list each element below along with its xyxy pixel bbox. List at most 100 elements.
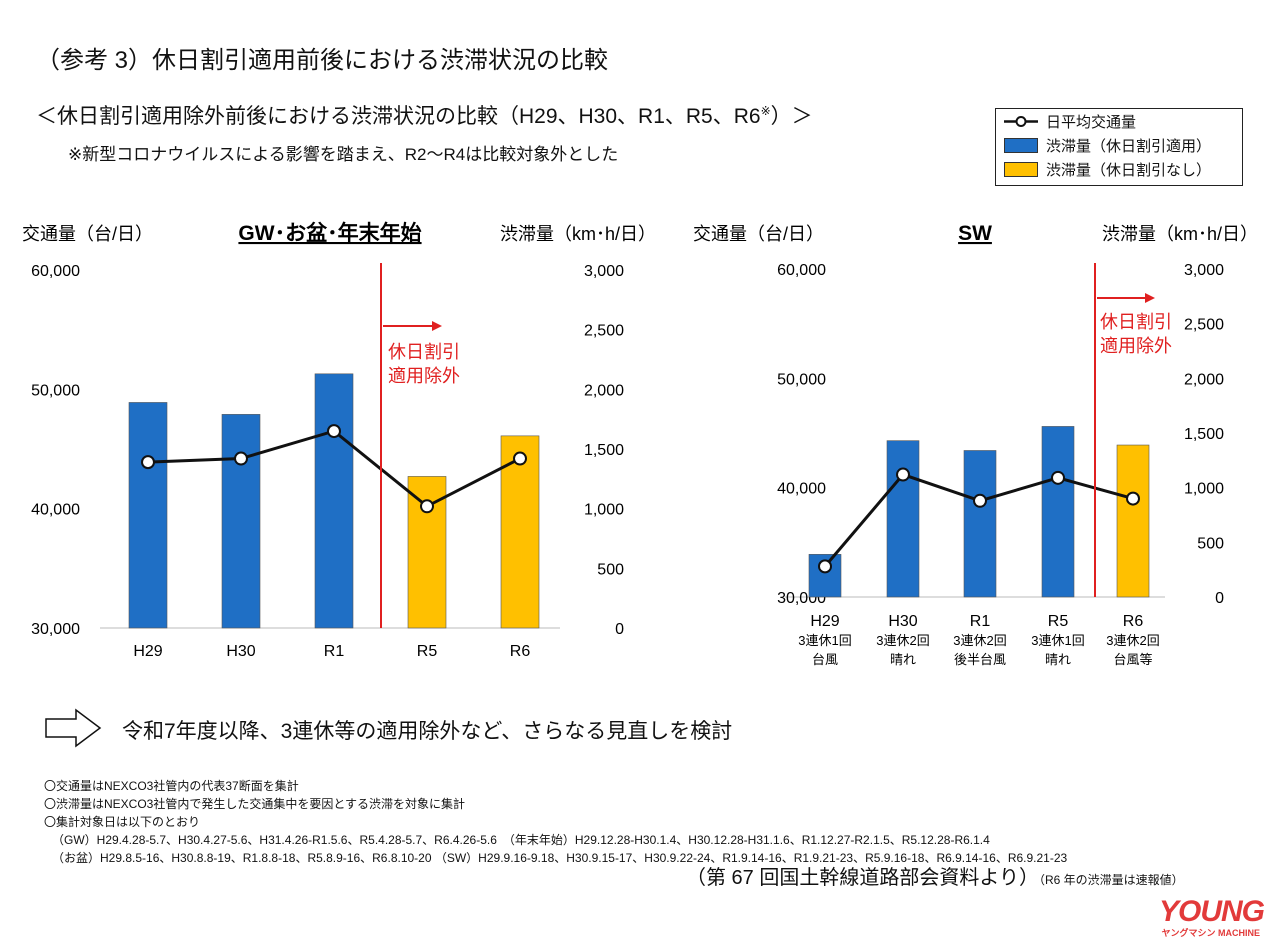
footnote: 〇渋滞量はNEXCO3社管内で発生した交通集中を要因とする渋滞を対象に集計 xyxy=(44,797,465,811)
subtitle-mark: ※ xyxy=(760,104,771,118)
legend-item-applied: 渋滞量（休日割引適用） xyxy=(996,133,1242,157)
x-tick-label: H29 xyxy=(133,643,162,660)
x-tick-sublabel: 3連休1回 xyxy=(798,633,851,648)
y-tick-right: 0 xyxy=(615,621,624,638)
traffic-point xyxy=(1126,491,1140,506)
legend-swatch-yellow xyxy=(1004,161,1038,177)
x-tick-label: R1 xyxy=(970,613,991,630)
x-tick-label: R6 xyxy=(510,643,531,660)
traffic-point xyxy=(818,559,832,574)
y-tick-right: 1,000 xyxy=(1184,481,1224,498)
congestion-bar xyxy=(963,450,997,598)
congestion-bar xyxy=(221,414,261,629)
footnote: （GW）H29.4.28-5.7、H30.4.27-5.6、H31.4.26-R… xyxy=(52,833,990,847)
y-tick-left: 60,000 xyxy=(31,263,80,280)
footnote: 〇交通量はNEXCO3社管内の代表37断面を集計 xyxy=(44,779,299,793)
legend-swatch-blue xyxy=(1004,137,1038,153)
traffic-point xyxy=(327,424,341,439)
x-tick-label: R5 xyxy=(417,643,438,660)
y-tick-right: 1,000 xyxy=(584,502,624,519)
legend-item-not-applied: 渋滞量（休日割引なし） xyxy=(996,157,1242,181)
x-tick-label: H30 xyxy=(888,613,917,630)
traffic-point xyxy=(420,499,434,514)
arrow-head-icon xyxy=(432,321,442,331)
x-tick-sublabel: 台風 xyxy=(812,652,838,667)
x-tick-label: H30 xyxy=(226,643,255,660)
x-tick-label: R5 xyxy=(1048,613,1069,630)
y-tick-left: 30,000 xyxy=(31,621,80,638)
subtitle-end: ）＞ xyxy=(770,105,813,128)
chart-title: SW xyxy=(958,222,992,245)
y-tick-right: 2,500 xyxy=(1184,317,1224,334)
traffic-point xyxy=(513,451,527,466)
traffic-point xyxy=(896,467,910,482)
x-tick-label: R6 xyxy=(1123,613,1144,630)
watermark-sub: ヤングマシン MACHINE xyxy=(1161,928,1261,938)
legend-label: 渋滞量（休日割引適用） xyxy=(1046,137,1212,155)
y-tick-right: 2,500 xyxy=(584,323,624,340)
y-tick-right: 500 xyxy=(1197,535,1224,552)
x-tick-label: H29 xyxy=(810,613,839,630)
congestion-bar xyxy=(128,402,168,629)
x-tick-sublabel: 3連休2回 xyxy=(876,633,929,648)
arrow-head-icon xyxy=(1145,293,1155,303)
y-tick-right: 500 xyxy=(597,561,624,578)
x-tick-sublabel: 3連休2回 xyxy=(1106,633,1159,648)
conclusion: 令和7年度以降、3連休等の適用除外など、さらなる見直しを検討 xyxy=(122,720,733,743)
congestion-bar xyxy=(1041,426,1075,598)
exclusion-annotation: 休日割引 xyxy=(388,342,460,362)
legend: 日平均交通量 渋滞量（休日割引適用） 渋滞量（休日割引なし） xyxy=(995,108,1243,186)
source-note: （R6 年の渋滞量は速報値） xyxy=(1038,873,1184,887)
y-tick-left: 40,000 xyxy=(777,481,826,498)
traffic-point xyxy=(973,493,987,508)
exclusion-annotation: 適用除外 xyxy=(388,366,460,386)
traffic-point xyxy=(141,455,155,470)
page-title: （参考 3）休日割引適用前後における渋滞状況の比較 xyxy=(36,47,609,74)
source-text: （第 67 回国土幹線道路部会資料より） xyxy=(686,867,1039,889)
subtitle: ＜休日割引適用除外前後における渋滞状況の比較（H29、H30、R1、R5、R6※… xyxy=(36,100,813,130)
chart-title: GW･お盆･年末年始 xyxy=(238,221,421,245)
legend-label: 渋滞量（休日割引なし） xyxy=(1046,161,1212,179)
right-arrow-icon xyxy=(45,708,102,748)
y-tick-right: 0 xyxy=(1215,590,1224,607)
congestion-bar xyxy=(500,435,540,629)
exclusion-annotation: 適用除外 xyxy=(1100,336,1172,356)
congestion-bar xyxy=(886,440,920,598)
traffic-point xyxy=(1051,470,1065,485)
y-axis-right-label: 渋滞量（km･h/日） xyxy=(1102,224,1258,244)
congestion-bar xyxy=(1116,444,1150,598)
x-tick-sublabel: 3連休2回 xyxy=(953,633,1006,648)
y-tick-left: 50,000 xyxy=(31,382,80,399)
subtitle-text: ＜休日割引適用除外前後における渋滞状況の比較（H29、H30、R1、R5、R6 xyxy=(36,105,761,128)
y-tick-left: 60,000 xyxy=(777,262,826,279)
y-tick-right: 1,500 xyxy=(584,442,624,459)
exclusion-annotation: 休日割引 xyxy=(1100,312,1172,332)
y-tick-left: 40,000 xyxy=(31,502,80,519)
footnote: （お盆）H29.8.5-16、H30.8.8-19、R1.8.8-18、R5.8… xyxy=(52,851,1068,865)
y-tick-right: 2,000 xyxy=(1184,371,1224,388)
x-tick-label: R1 xyxy=(324,643,345,660)
traffic-point xyxy=(234,451,248,466)
x-tick-sublabel: 後半台風 xyxy=(954,652,1006,667)
y-tick-right: 1,500 xyxy=(1184,426,1224,443)
y-tick-right: 3,000 xyxy=(1184,262,1224,279)
source: （第 67 回国土幹線道路部会資料より）（R6 年の渋滞量は速報値） xyxy=(686,866,1184,892)
y-axis-left-label: 交通量（台/日） xyxy=(22,224,153,244)
y-axis-left-label: 交通量（台/日） xyxy=(693,224,824,244)
y-axis-right-label: 渋滞量（km･h/日） xyxy=(500,224,656,244)
line-marker-icon xyxy=(1004,115,1038,127)
x-tick-sublabel: 晴れ xyxy=(1045,652,1071,667)
legend-label: 日平均交通量 xyxy=(1046,113,1137,131)
y-tick-right: 2,000 xyxy=(584,382,624,399)
watermark-logo: YOUNG xyxy=(1158,895,1265,928)
x-tick-sublabel: 3連休1回 xyxy=(1031,633,1084,648)
y-tick-right: 3,000 xyxy=(584,263,624,280)
y-tick-left: 50,000 xyxy=(777,371,826,388)
x-tick-sublabel: 台風等 xyxy=(1113,652,1152,667)
footnote: 〇集計対象日は以下のとおり xyxy=(44,815,201,829)
legend-item-traffic: 日平均交通量 xyxy=(996,109,1242,133)
congestion-bar xyxy=(314,373,354,629)
covid-note: ※新型コロナウイルスによる影響を踏まえ、R2～R4は比較対象外とした xyxy=(68,145,619,164)
x-tick-sublabel: 晴れ xyxy=(890,652,916,667)
